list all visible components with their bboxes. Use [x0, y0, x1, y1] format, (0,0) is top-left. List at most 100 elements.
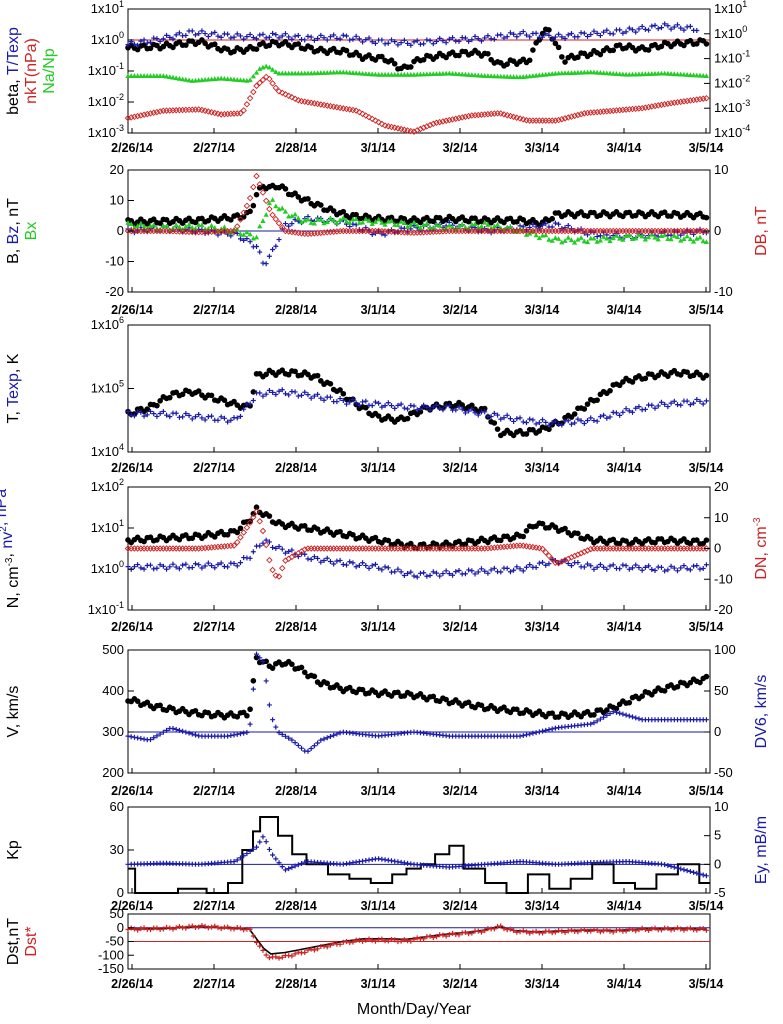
- data-point: [462, 541, 469, 547]
- data-point: [498, 416, 504, 422]
- data-point: [523, 420, 529, 426]
- data-point: [209, 413, 215, 419]
- data-point: [591, 712, 597, 718]
- data-point: [215, 232, 221, 238]
- data-point: [343, 218, 350, 224]
- data-point: [694, 927, 700, 933]
- data-point: [501, 35, 507, 41]
- data-point: [408, 42, 414, 48]
- data-point: [456, 71, 462, 77]
- data-point: [594, 397, 600, 403]
- data-point: [642, 26, 648, 32]
- data-point: [684, 926, 690, 932]
- data-point: [180, 414, 186, 420]
- data-point: [244, 851, 250, 857]
- data-point: [318, 559, 324, 565]
- data-point: [183, 223, 189, 229]
- data-point: [202, 417, 208, 423]
- data-point: [305, 947, 311, 953]
- data-point: [443, 568, 449, 574]
- data-point: [301, 523, 308, 529]
- data-point: [546, 422, 552, 428]
- data-point: [144, 699, 151, 706]
- data-point: [138, 220, 144, 226]
- data-point: [135, 927, 141, 933]
- data-point: [675, 865, 681, 871]
- data-point: [401, 37, 407, 43]
- data-point: [176, 924, 182, 930]
- data-point: [703, 41, 710, 47]
- data-point: [170, 44, 176, 51]
- data-point: [527, 731, 533, 737]
- data-point: [350, 36, 356, 42]
- plasma-beta-right-tick-label-mantissa: 1x10: [714, 125, 742, 140]
- data-point: [170, 225, 176, 231]
- data-point: [247, 706, 253, 713]
- data-point: [347, 559, 353, 565]
- data-point: [241, 730, 247, 736]
- density-x-tick-label: 2/26/14: [111, 620, 153, 634]
- data-point: [192, 414, 198, 420]
- velocity-right-tick-label: 50: [714, 683, 728, 698]
- data-point: [501, 415, 507, 421]
- data-point: [366, 35, 372, 41]
- data-point: [588, 32, 594, 38]
- data-point: [343, 47, 350, 54]
- data-point: [369, 39, 375, 45]
- data-point: [559, 928, 565, 934]
- data-point: [273, 954, 279, 960]
- data-point: [597, 70, 603, 75]
- data-point: [678, 866, 684, 872]
- data-point: [286, 548, 292, 554]
- data-point: [575, 416, 581, 422]
- data-point: [257, 390, 263, 396]
- data-point: [160, 729, 166, 735]
- data-point: [321, 558, 327, 564]
- data-point: [356, 36, 362, 42]
- data-point: [638, 104, 646, 112]
- data-point: [594, 238, 600, 244]
- data-point: [491, 73, 497, 79]
- data-point: [262, 541, 270, 549]
- data-point: [379, 37, 385, 43]
- data-point: [523, 732, 529, 738]
- data-point: [305, 748, 311, 754]
- data-point: [604, 927, 610, 933]
- data-point: [141, 736, 147, 742]
- data-point: [417, 405, 423, 411]
- data-point: [273, 856, 279, 862]
- magnetic-field-x-tick-label: 2/28/14: [275, 303, 317, 317]
- data-point: [504, 412, 510, 418]
- data-point: [421, 41, 427, 47]
- data-point: [549, 36, 555, 42]
- data-point: [405, 571, 411, 577]
- data-point: [160, 73, 166, 78]
- data-point: [674, 99, 681, 106]
- data-point: [408, 569, 414, 575]
- plasma-beta-left-tick-label-exponent: 1: [119, 0, 124, 9]
- velocity-x-tick-label: 3/2/14: [443, 784, 478, 798]
- data-point: [633, 562, 639, 568]
- data-point: [543, 232, 549, 238]
- data-point: [658, 43, 665, 50]
- data-point: [244, 729, 250, 735]
- temperature-x-tick-label: 3/2/14: [443, 461, 478, 475]
- data-point: [356, 52, 363, 59]
- velocity-left-axis-label: V, km/s: [5, 686, 22, 738]
- data-point: [153, 108, 161, 116]
- data-point: [321, 220, 327, 226]
- data-point: [372, 561, 378, 567]
- axis-label-part: Dst,nT: [5, 918, 22, 965]
- data-point: [623, 29, 629, 35]
- dst-index-x-tick-label: 3/4/14: [607, 977, 642, 991]
- data-point: [279, 387, 285, 393]
- data-point: [549, 930, 555, 936]
- data-point: [395, 689, 401, 696]
- data-point: [279, 367, 286, 374]
- data-point: [494, 73, 501, 79]
- data-point: [218, 75, 224, 81]
- data-point: [266, 200, 272, 206]
- data-point: [559, 34, 565, 40]
- data-point: [588, 928, 594, 934]
